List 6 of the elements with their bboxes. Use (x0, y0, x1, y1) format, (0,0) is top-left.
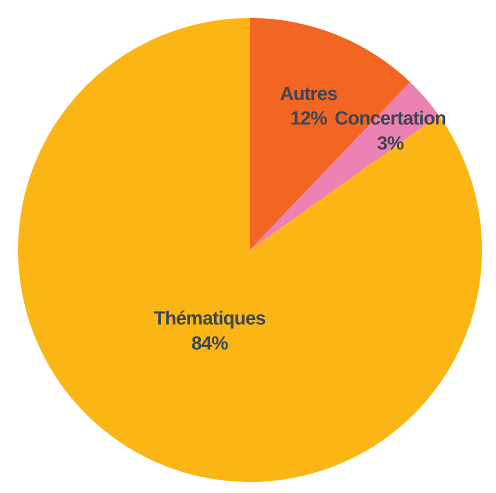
data-label: 84% (191, 333, 228, 354)
data-label: 3% (377, 133, 404, 154)
pie-slice (18, 18, 482, 482)
data-label: 12% (290, 108, 328, 130)
slice-label: Autres (280, 84, 338, 105)
slice-label: Thématiques (154, 308, 266, 330)
